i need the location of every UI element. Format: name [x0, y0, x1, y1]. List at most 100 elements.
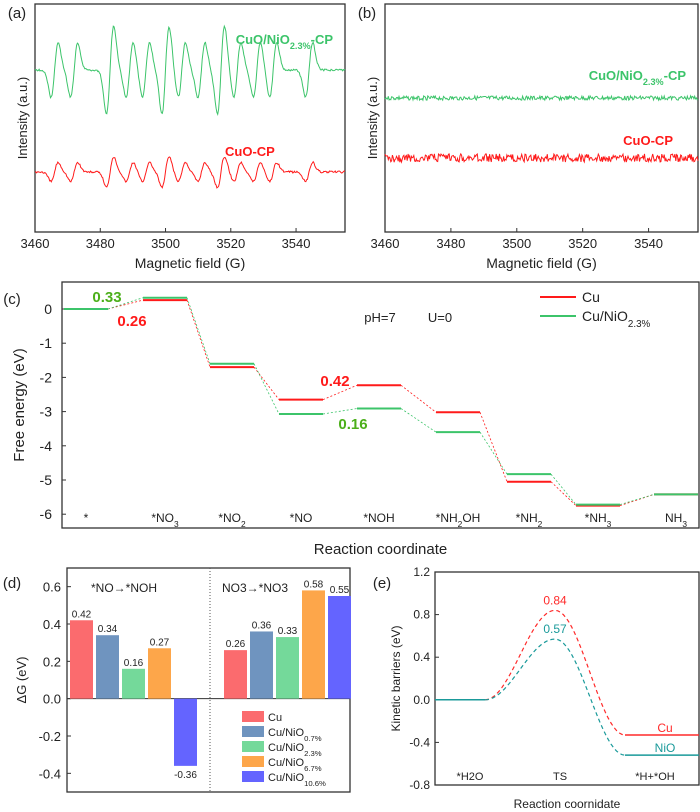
- x-category-label: TS: [553, 771, 567, 783]
- series-label: NiO: [655, 741, 676, 755]
- legend-swatch: [242, 756, 264, 767]
- series-label: Cu: [657, 721, 672, 735]
- x-axis-label: Reaction coordinate: [314, 541, 447, 558]
- legend-label: Cu/NiO10.6%: [268, 772, 326, 788]
- connector-line: [253, 366, 280, 400]
- connector-line: [479, 431, 508, 475]
- x-tick-label: 3500: [151, 236, 180, 251]
- bar: [122, 668, 145, 699]
- bar: [250, 631, 273, 699]
- legend-label: Cu/NiO2.3%: [268, 742, 322, 758]
- connector-line: [479, 412, 508, 482]
- y-tick-label: -0.2: [39, 729, 61, 744]
- x-category-label: *NO2: [218, 511, 246, 529]
- connector-line: [253, 363, 280, 415]
- barrier-label: 0.26: [117, 313, 146, 330]
- x-tick-label: 3500: [502, 236, 531, 251]
- x-category-label: *NOH: [363, 511, 394, 525]
- connector-line: [400, 408, 437, 433]
- connector-line: [400, 384, 437, 413]
- connector-line: [186, 297, 211, 364]
- legend-label: Cu/NiO6.7%: [268, 757, 322, 773]
- series-label: CuO/NiO2.3%-CP: [236, 32, 334, 51]
- bar: [70, 620, 93, 699]
- y-tick-label: -2: [40, 369, 53, 385]
- x-category-label: *NH2: [516, 511, 543, 529]
- bar-value-label: 0.58: [304, 579, 324, 590]
- x-tick-label: 3480: [86, 236, 115, 251]
- x-axis-label: Magnetic field (G): [486, 255, 596, 271]
- y-axis-label: Intensity (a.u.): [15, 77, 30, 159]
- y-tick-label: -3: [40, 404, 53, 420]
- y-tick-label: 0.2: [43, 654, 61, 669]
- spectrum-line: [384, 152, 699, 164]
- bar-value-label: -0.36: [174, 770, 197, 781]
- y-tick-label: 0.0: [43, 692, 61, 707]
- y-tick-label: -5: [40, 472, 53, 488]
- x-tick-label: 3540: [634, 236, 663, 251]
- legend-label: Cu/NiO0.7%: [268, 727, 322, 743]
- y-tick-label: 0.4: [43, 617, 61, 632]
- legend-swatch: [242, 711, 264, 722]
- series-label: CuO-CP: [623, 133, 673, 148]
- x-category-label: *H+*OH: [635, 771, 674, 783]
- bar-value-label: 0.34: [98, 624, 118, 635]
- y-tick-label: 1.2: [413, 565, 430, 579]
- x-tick-label: 3540: [282, 236, 311, 251]
- group-title: NO3→*NO3: [222, 581, 288, 595]
- ts-value-label: 0.84: [543, 593, 567, 607]
- x-tick-label: 3520: [216, 236, 245, 251]
- x-category-label: *NH2OH: [436, 511, 481, 529]
- legend-swatch: [242, 741, 264, 752]
- epr-plot-frame: [384, 3, 699, 233]
- legend-label: Cu: [268, 712, 282, 724]
- series-label: CuO-CP: [225, 144, 275, 159]
- y-tick-label: -4: [40, 438, 53, 454]
- bar: [302, 590, 325, 699]
- ts-value-label: 0.57: [543, 622, 567, 636]
- panel-label: (b): [358, 5, 376, 22]
- kinetic-plot-frame: [434, 571, 700, 786]
- y-axis-label: Free energy (eV): [11, 348, 28, 461]
- bar: [148, 648, 171, 699]
- bar-value-label: 0.33: [278, 626, 298, 637]
- barrier-curve: [484, 638, 626, 756]
- connector-line: [550, 481, 577, 506]
- x-axis-label: Reaction coornidate: [514, 797, 621, 811]
- y-tick-label: -0.8: [409, 778, 430, 792]
- group-title: *NO→*NOH: [91, 581, 157, 595]
- y-tick-label: 0.4: [413, 650, 430, 664]
- y-tick-label: -6: [40, 506, 53, 522]
- spectrum-line: [34, 24, 346, 116]
- panel-label: (a): [8, 5, 26, 22]
- y-axis-label: Intensity (a.u.): [365, 77, 380, 159]
- x-tick-label: 3460: [371, 236, 400, 251]
- spectrum-line: [384, 94, 699, 102]
- x-category-label: *NH3: [585, 511, 612, 529]
- energy-plot-frame: [61, 281, 700, 529]
- bar: [328, 596, 351, 699]
- bar-value-label: 0.42: [72, 609, 92, 620]
- barrier-label: 0.16: [338, 416, 367, 433]
- x-category-label: *NO: [290, 511, 313, 525]
- barrier-curve: [484, 609, 626, 736]
- connector-line: [322, 408, 358, 415]
- x-category-label: *NO3: [151, 511, 179, 529]
- x-tick-label: 3460: [21, 236, 50, 251]
- panel-label: (c): [3, 291, 21, 308]
- epr-plot-frame: [34, 3, 346, 233]
- y-tick-label: 0.8: [413, 608, 430, 622]
- y-tick-label: 0.0: [413, 693, 430, 707]
- bar-value-label: 0.36: [252, 620, 272, 631]
- x-category-label: *H2O: [457, 771, 484, 783]
- y-tick-label: 0.6: [43, 580, 61, 595]
- bar: [174, 698, 197, 766]
- x-category-label: *: [84, 511, 89, 525]
- y-tick-label: -1: [40, 335, 53, 351]
- panel-label: (e): [373, 575, 391, 592]
- bar-value-label: 0.26: [226, 639, 246, 650]
- bar-value-label: 0.55: [330, 585, 350, 596]
- barrier-label: 0.33: [92, 289, 121, 306]
